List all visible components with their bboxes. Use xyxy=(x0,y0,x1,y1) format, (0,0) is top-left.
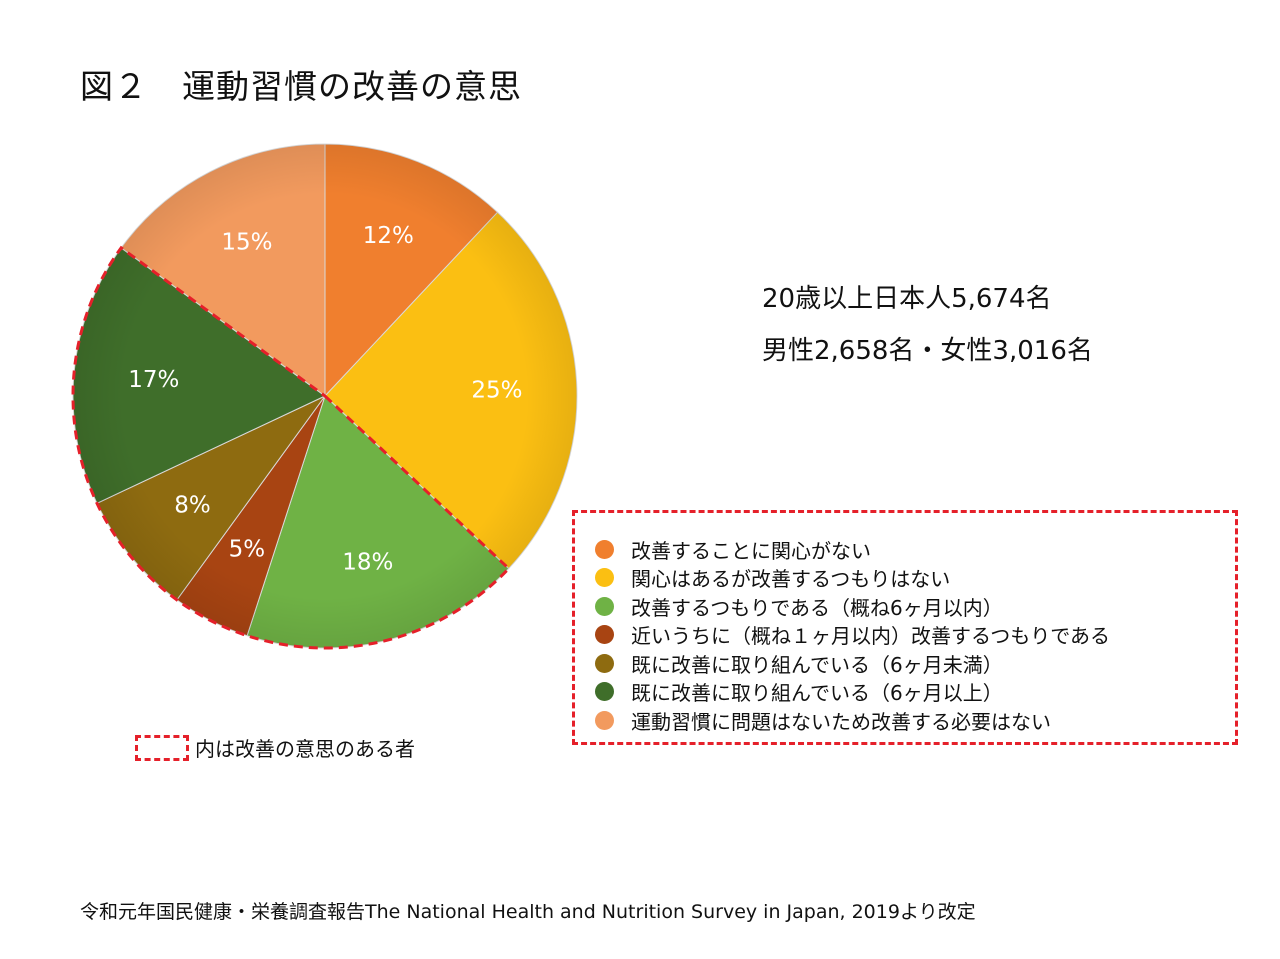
legend-label: 改善するつもりである（概ね6ヶ月以内） xyxy=(631,595,1003,620)
legend-item: 近いうちに（概ね１ヶ月以内）改善するつもりである xyxy=(595,621,1235,650)
legend-label: 既に改善に取り組んでいる（6ヶ月以上） xyxy=(631,681,1003,706)
legend-label: 運動習慣に問題はないため改善する必要はない xyxy=(631,709,1051,734)
legend-swatch-icon xyxy=(595,710,614,730)
source-citation: 令和元年国民健康・栄養調査報告The National Health and N… xyxy=(80,901,976,923)
dashed-box-icon xyxy=(135,734,189,761)
legend-item: 既に改善に取り組んでいる（6ヶ月以上） xyxy=(595,678,1235,707)
slice-percent-label: 18% xyxy=(342,550,393,576)
sample-total: 20歳以上日本人5,674名 xyxy=(762,284,1052,314)
legend-swatch-icon xyxy=(595,625,614,645)
pie-chart: 12% 25% 18% 5% 8% 17% 15% xyxy=(71,143,578,650)
slice-percent-label: 8% xyxy=(174,493,211,519)
legend-item: 改善するつもりである（概ね6ヶ月以内） xyxy=(595,592,1235,621)
dashed-note-text: 内は改善の意思のある者 xyxy=(195,737,415,761)
page-title: 図２ 運動習慣の改善の意思 xyxy=(80,67,522,106)
legend-swatch-icon xyxy=(595,682,614,702)
legend-label: 関心はあるが改善するつもりはない xyxy=(631,567,951,592)
legend-swatch-icon xyxy=(595,568,614,588)
legend-label: 近いうちに（概ね１ヶ月以内）改善するつもりである xyxy=(631,624,1110,649)
sample-breakdown: 男性2,658名・女性3,016名 xyxy=(762,336,1093,366)
legend-label: 改善することに関心がない xyxy=(631,538,871,563)
slice-percent-label: 15% xyxy=(221,230,272,256)
slice-percent-label: 25% xyxy=(471,378,522,404)
legend-item: 運動習慣に問題はないため改善する必要はない xyxy=(595,706,1235,735)
legend-item: 改善することに関心がない xyxy=(595,535,1235,564)
slice-percent-label: 17% xyxy=(128,367,179,393)
legend-swatch-icon xyxy=(595,653,614,673)
dashed-note: 内は改善の意思のある者 xyxy=(135,733,415,762)
legend-item: 既に改善に取り組んでいる（6ヶ月未満） xyxy=(595,649,1235,678)
slice-percent-label: 5% xyxy=(229,536,266,562)
legend: 改善することに関心がない関心はあるが改善するつもりはない改善するつもりである（概… xyxy=(572,510,1238,745)
legend-item: 関心はあるが改善するつもりはない xyxy=(595,564,1235,593)
slice-percent-label: 12% xyxy=(363,223,414,249)
legend-swatch-icon xyxy=(595,539,614,559)
intent-group-outline xyxy=(71,245,511,650)
legend-swatch-icon xyxy=(595,596,614,616)
legend-label: 既に改善に取り組んでいる（6ヶ月未満） xyxy=(631,652,1003,677)
